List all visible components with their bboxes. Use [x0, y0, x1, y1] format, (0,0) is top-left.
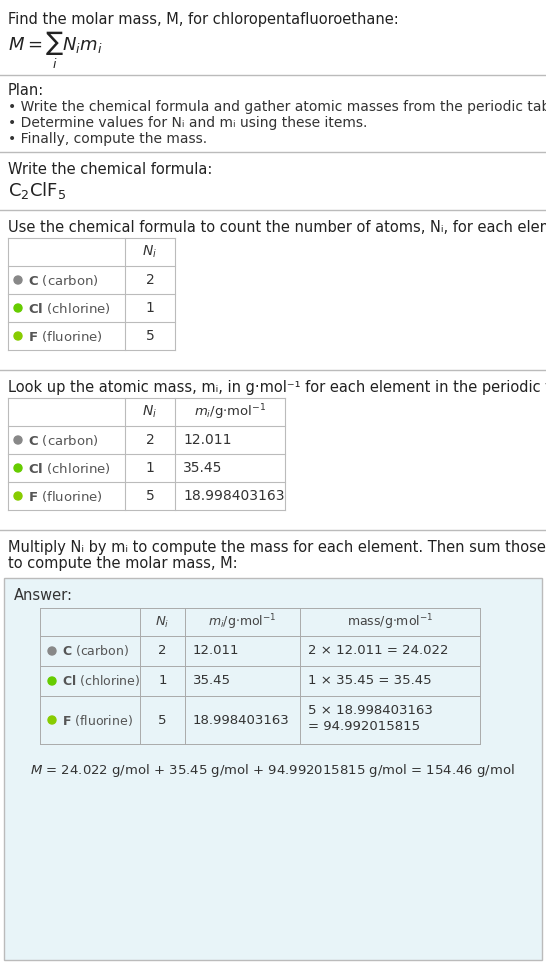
Text: $\mathbf{F}$ (fluorine): $\mathbf{F}$ (fluorine)	[62, 712, 133, 728]
Text: • Determine values for Nᵢ and mᵢ using these items.: • Determine values for Nᵢ and mᵢ using t…	[8, 116, 367, 130]
Text: 1 × 35.45 = 35.45: 1 × 35.45 = 35.45	[308, 675, 432, 687]
Text: 5 × 18.998403163: 5 × 18.998403163	[308, 704, 433, 716]
Text: 18.998403163: 18.998403163	[183, 489, 284, 503]
Text: $\mathrm{C_2ClF_5}$: $\mathrm{C_2ClF_5}$	[8, 180, 66, 201]
Text: $N_i$: $N_i$	[155, 614, 170, 629]
Text: Use the chemical formula to count the number of atoms, Nᵢ, for each element:: Use the chemical formula to count the nu…	[8, 220, 546, 235]
Circle shape	[14, 436, 22, 444]
Circle shape	[14, 332, 22, 340]
Text: $N_i$: $N_i$	[143, 404, 157, 420]
Text: Find the molar mass, M, for chloropentafluoroethane:: Find the molar mass, M, for chloropentaf…	[8, 12, 399, 27]
Text: 1: 1	[146, 301, 155, 315]
Text: Plan:: Plan:	[8, 83, 44, 98]
Text: $m_i/\mathrm{g{\cdot}mol^{-1}}$: $m_i/\mathrm{g{\cdot}mol^{-1}}$	[194, 402, 266, 422]
Text: Write the chemical formula:: Write the chemical formula:	[8, 162, 212, 177]
Text: 2: 2	[146, 273, 155, 287]
Text: Multiply Nᵢ by mᵢ to compute the mass for each element. Then sum those values: Multiply Nᵢ by mᵢ to compute the mass fo…	[8, 540, 546, 555]
Text: 2 × 12.011 = 24.022: 2 × 12.011 = 24.022	[308, 645, 448, 657]
Text: $M$ = 24.022 g/mol + 35.45 g/mol + 94.992015815 g/mol = 154.46 g/mol: $M$ = 24.022 g/mol + 35.45 g/mol + 94.99…	[29, 762, 514, 779]
Text: 12.011: 12.011	[193, 645, 240, 657]
Circle shape	[14, 276, 22, 284]
Text: $\mathbf{C}$ (carbon): $\mathbf{C}$ (carbon)	[28, 273, 99, 287]
Text: • Write the chemical formula and gather atomic masses from the periodic table.: • Write the chemical formula and gather …	[8, 100, 546, 114]
Text: 1: 1	[146, 461, 155, 475]
Circle shape	[14, 464, 22, 472]
Circle shape	[48, 716, 56, 724]
Text: 2: 2	[146, 433, 155, 447]
Text: $\mathbf{Cl}$ (chlorine): $\mathbf{Cl}$ (chlorine)	[62, 674, 140, 688]
Text: $\mathbf{C}$ (carbon): $\mathbf{C}$ (carbon)	[28, 433, 99, 447]
Text: 12.011: 12.011	[183, 433, 232, 447]
Circle shape	[48, 647, 56, 655]
Text: $N_i$: $N_i$	[143, 244, 157, 260]
Text: 5: 5	[158, 713, 167, 727]
Circle shape	[48, 677, 56, 685]
Text: 5: 5	[146, 489, 155, 503]
Text: = 94.992015815: = 94.992015815	[308, 719, 420, 733]
Text: to compute the molar mass, M:: to compute the molar mass, M:	[8, 556, 238, 571]
Text: 5: 5	[146, 329, 155, 343]
Text: mass/g$\cdot$mol$^{-1}$: mass/g$\cdot$mol$^{-1}$	[347, 612, 433, 631]
Text: 35.45: 35.45	[193, 675, 231, 687]
Text: 2: 2	[158, 645, 167, 657]
Text: 1: 1	[158, 675, 167, 687]
Text: • Finally, compute the mass.: • Finally, compute the mass.	[8, 132, 207, 146]
Text: $m_i/\mathrm{g{\cdot}mol^{-1}}$: $m_i/\mathrm{g{\cdot}mol^{-1}}$	[208, 612, 277, 631]
Text: $\mathbf{F}$ (fluorine): $\mathbf{F}$ (fluorine)	[28, 329, 103, 343]
Circle shape	[14, 492, 22, 500]
Text: $\mathbf{F}$ (fluorine): $\mathbf{F}$ (fluorine)	[28, 489, 103, 503]
FancyBboxPatch shape	[4, 578, 542, 960]
Text: $\mathbf{Cl}$ (chlorine): $\mathbf{Cl}$ (chlorine)	[28, 301, 111, 315]
Text: 18.998403163: 18.998403163	[193, 713, 290, 727]
Text: $\mathbf{Cl}$ (chlorine): $\mathbf{Cl}$ (chlorine)	[28, 461, 111, 475]
Text: $\mathbf{C}$ (carbon): $\mathbf{C}$ (carbon)	[62, 644, 129, 658]
Text: Look up the atomic mass, mᵢ, in g·mol⁻¹ for each element in the periodic table:: Look up the atomic mass, mᵢ, in g·mol⁻¹ …	[8, 380, 546, 395]
Circle shape	[14, 304, 22, 312]
Text: Answer:: Answer:	[14, 588, 73, 603]
Text: 35.45: 35.45	[183, 461, 222, 475]
Text: $M = \sum_i N_i m_i$: $M = \sum_i N_i m_i$	[8, 30, 103, 71]
